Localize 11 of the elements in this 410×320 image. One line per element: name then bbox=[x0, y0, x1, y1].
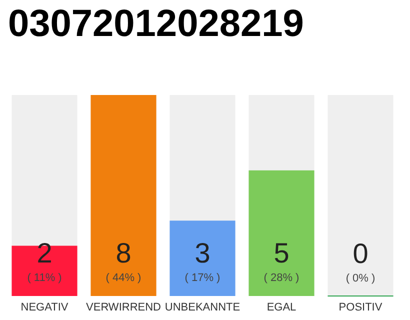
data-label: 0 ( 0% ) bbox=[346, 238, 376, 284]
x-tick-label: POSITIV bbox=[338, 302, 383, 314]
chart-title: 03072012028219 bbox=[8, 3, 304, 45]
x-tick-label: UNBEKANNTE bbox=[164, 302, 240, 314]
x-tick-label: NEGATIV bbox=[20, 302, 69, 314]
data-label: 5 ( 28% ) bbox=[264, 238, 300, 284]
x-tick-label: EGAL bbox=[266, 302, 296, 314]
data-label: 2 ( 11% ) bbox=[27, 238, 62, 284]
x-tick-label: VERWIRREND bbox=[86, 302, 162, 314]
data-label: 3 ( 17% ) bbox=[184, 238, 220, 284]
data-label: 8 ( 44% ) bbox=[106, 238, 142, 284]
